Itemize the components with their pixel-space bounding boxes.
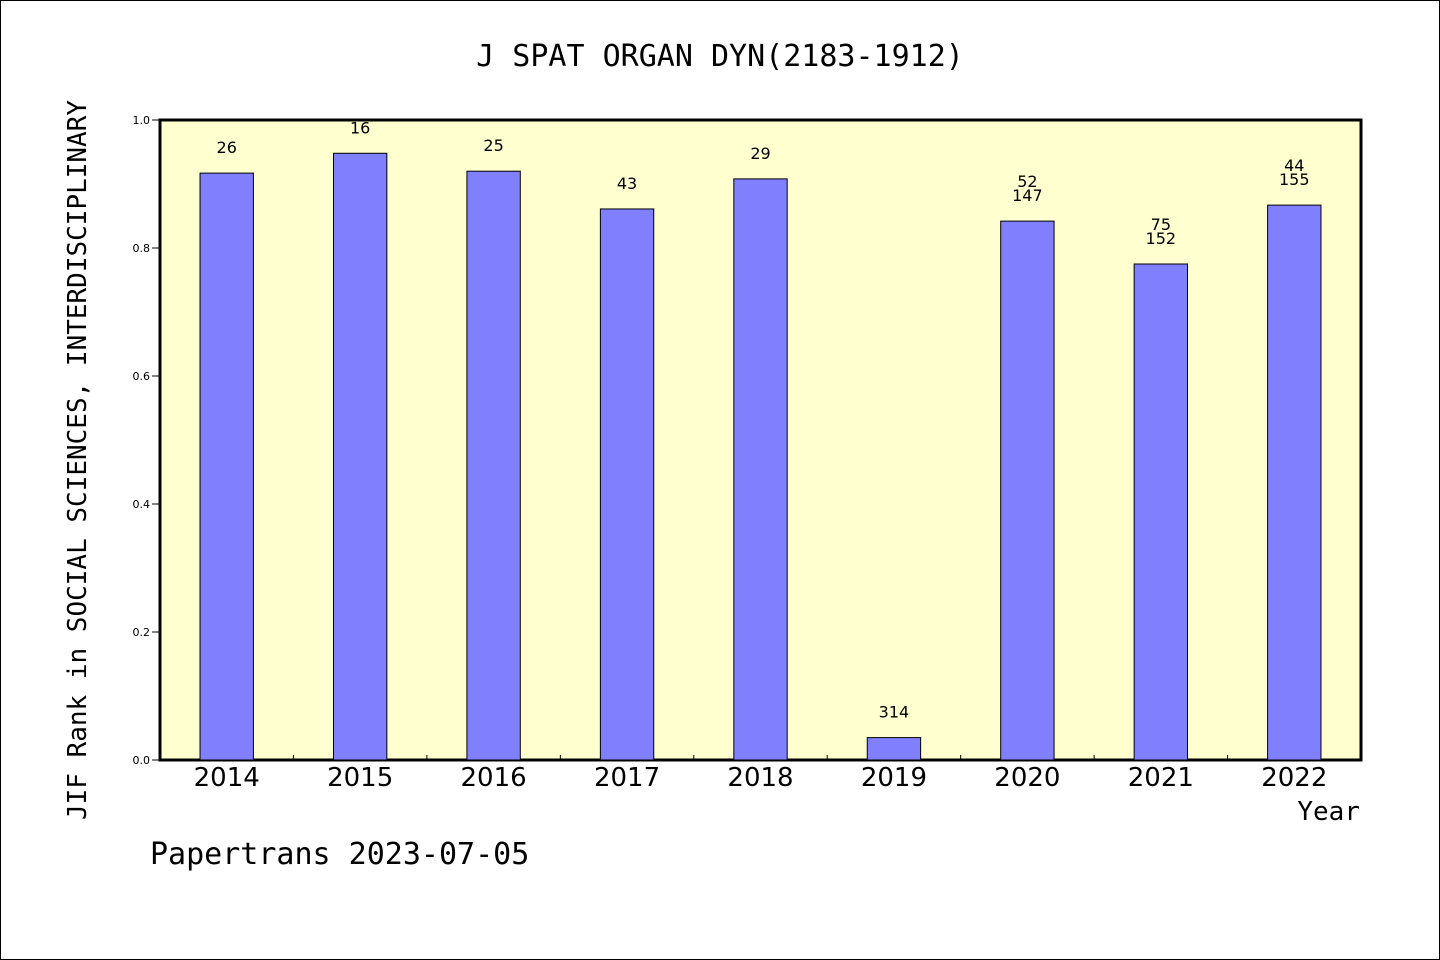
x-tick-label: 2022: [1261, 763, 1327, 793]
bar-2022: [1267, 204, 1322, 761]
footer-credit: Papertrans 2023-07-05: [150, 837, 529, 872]
x-tick-label: 2021: [1128, 763, 1194, 793]
y-axis: 0.0 0.2 0.4 0.6 0.8 1.0: [133, 114, 160, 767]
y-tick-label: 0.8: [133, 242, 151, 255]
x-axis: 2014 2015 2016 2017 2018 2019 2020 2021 2022: [194, 755, 1327, 793]
x-tick-label: 2018: [727, 763, 793, 793]
bar-value-label: 29: [750, 144, 770, 163]
bar-2020: [1000, 220, 1055, 761]
x-axis-label: Year: [1297, 797, 1360, 827]
bar-value-label: 43: [617, 174, 637, 193]
bar-series: [199, 152, 1322, 761]
bar-2018: [733, 178, 788, 761]
bar-2019: [866, 737, 922, 761]
bar-2016: [466, 170, 521, 761]
x-tick-label: 2019: [861, 763, 927, 793]
bar-value-label: 26: [217, 138, 237, 157]
bar-2014: [199, 172, 254, 761]
x-tick-label: 2016: [461, 763, 527, 793]
x-tick-label: 2015: [327, 763, 393, 793]
chart-title: J SPAT ORGAN DYN(2183-1912): [476, 39, 964, 74]
x-tick-label: 2017: [594, 763, 660, 793]
bar-2015: [332, 152, 388, 761]
y-tick-label: 0.2: [133, 626, 151, 639]
bar-value-label: 155: [1279, 170, 1310, 189]
bar-value-label: 314: [879, 703, 910, 722]
bar-value-label: 147: [1012, 186, 1043, 205]
bar-value-label: 52: [1017, 172, 1037, 191]
bar-value-label: 75: [1151, 215, 1171, 234]
bar-value-label: 152: [1146, 229, 1177, 248]
y-axis-label: JIF Rank in SOCIAL SCIENCES, INTERDISCIP…: [63, 100, 93, 820]
y-tick-label: 1.0: [133, 114, 151, 127]
x-tick-label: 2020: [994, 763, 1060, 793]
bar-value-label: 44: [1284, 156, 1304, 175]
bar-value-label: 25: [483, 136, 503, 155]
bar-2017: [599, 208, 655, 761]
bar-2021: [1133, 263, 1189, 761]
y-tick-label: 0.4: [133, 498, 151, 511]
y-tick-label: 0.0: [133, 754, 151, 767]
y-tick-label: 0.6: [133, 370, 151, 383]
bar-value-label: 16: [350, 118, 370, 137]
x-tick-label: 2014: [194, 763, 260, 793]
